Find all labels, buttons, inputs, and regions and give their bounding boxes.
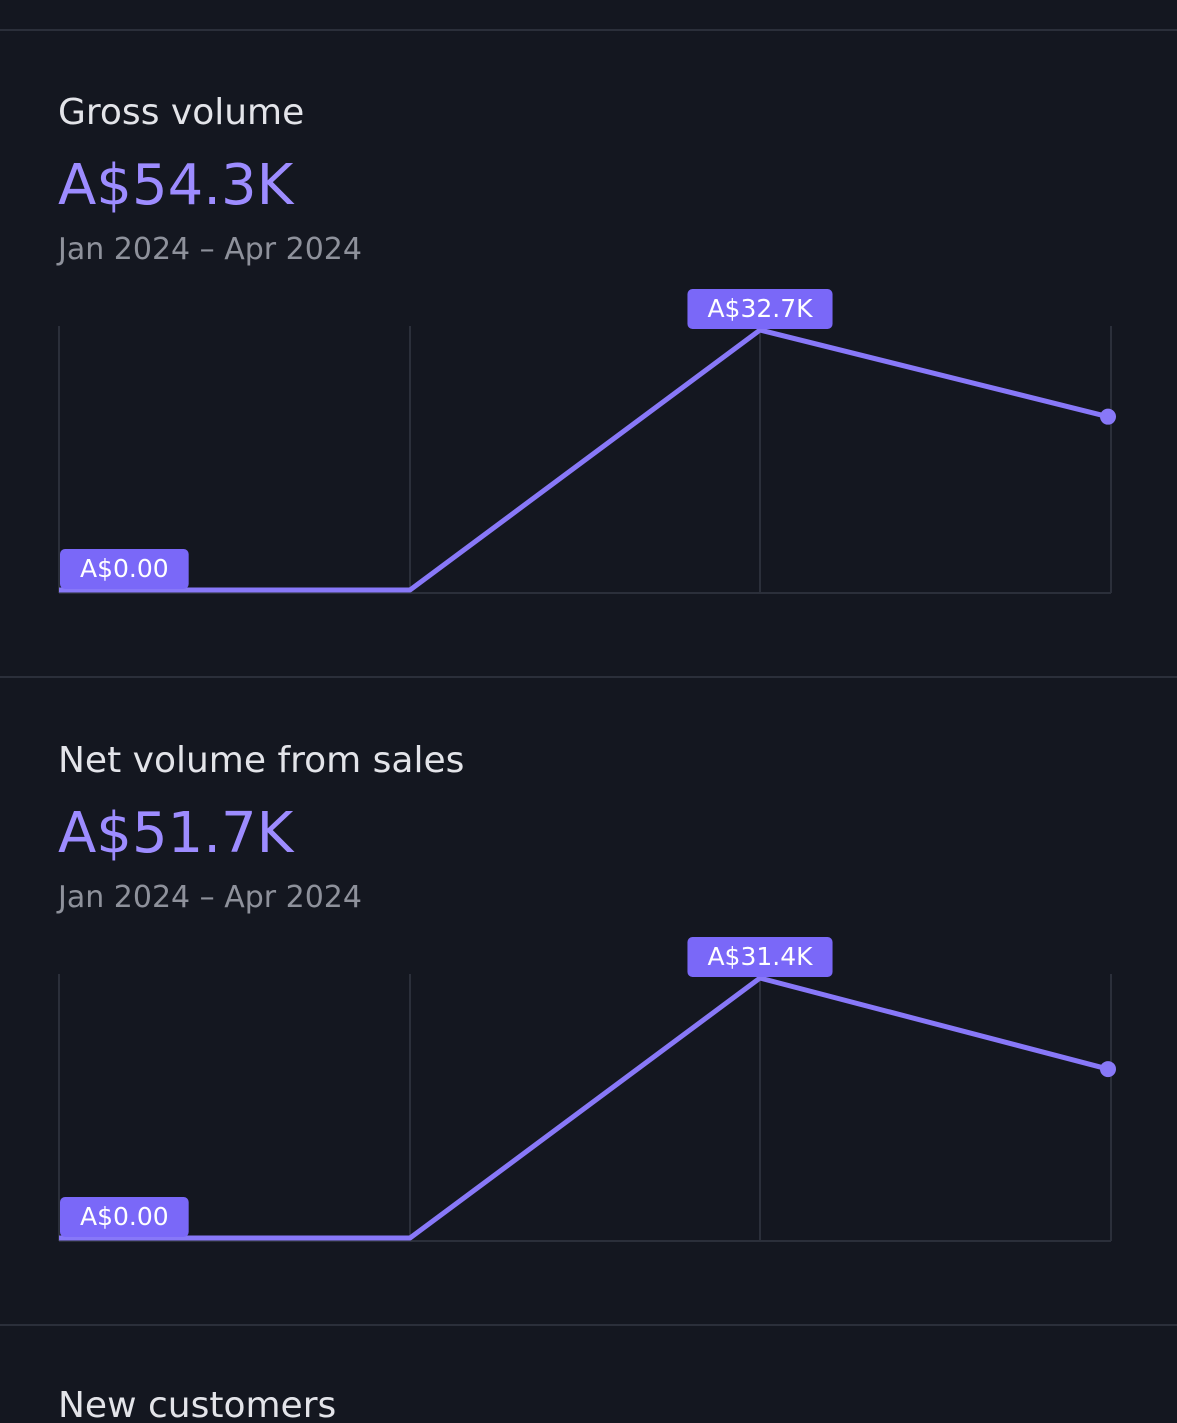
value-label: A$0.00 xyxy=(80,554,169,583)
section-title: New customers xyxy=(58,1385,336,1423)
chart-title: Net volume from sales xyxy=(58,740,464,781)
value-label-box xyxy=(687,289,833,329)
value-label: A$31.4K xyxy=(707,942,813,971)
value-label: A$32.7K xyxy=(707,294,813,323)
total: A$54.3K xyxy=(58,153,295,218)
value-label-box xyxy=(60,549,189,589)
value-label-box xyxy=(687,937,833,977)
end-dot xyxy=(1100,1061,1116,1078)
line xyxy=(59,327,1109,593)
subtitle: Jan 2024 – Apr 2024 xyxy=(56,880,362,915)
subtitle: Jan 2024 – Apr 2024 xyxy=(56,232,362,267)
total: A$51.7K xyxy=(58,801,295,866)
value-label-box xyxy=(60,1197,189,1237)
chart-title: Gross volume xyxy=(58,92,304,133)
line xyxy=(59,975,1109,1241)
value-label: A$0.00 xyxy=(80,1202,169,1231)
end-dot xyxy=(1100,408,1116,425)
